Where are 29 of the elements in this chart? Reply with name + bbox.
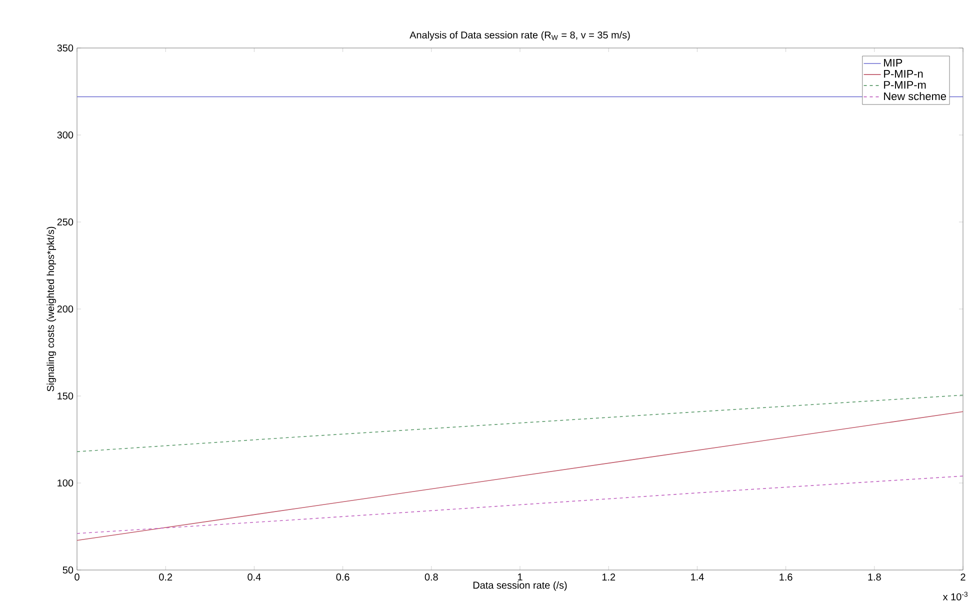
x-tick-label: 1.4 (691, 574, 704, 580)
y-tick-label: 200 (57, 305, 74, 313)
x-tick-label: 1.8 (868, 574, 881, 581)
legend-label: MIP (884, 59, 902, 67)
x-tick-label: 0.8 (424, 574, 438, 581)
x-tick-label: 1 (518, 574, 522, 580)
x-tick-label: 1.6 (780, 574, 792, 581)
text: x 10$^{-3}$ (942, 592, 968, 600)
y-axis-title: Signaling costs (weighted hops*pkt/s) (46, 226, 56, 392)
x-tick-label: 2 (960, 574, 966, 580)
y-tick-label: 150 (58, 392, 74, 400)
line-series (76, 394, 964, 452)
legend-label: P-MIP-m (884, 81, 926, 89)
line-series (76, 411, 964, 541)
line-series (76, 476, 964, 534)
legend-label: P-MIP-n (884, 70, 923, 78)
chart-title: Analysis of Data session rate (R$_{W}$ = 8, v = 35 m/s) (410, 31, 630, 40)
x-axis-title: Data session rate (/s) (473, 581, 567, 591)
x-tick-label: 1.2 (602, 574, 616, 580)
y-tick-label: 50 (62, 566, 74, 574)
x-tick-label: 0.2 (159, 574, 172, 581)
y-tick-label: 350 (57, 44, 74, 52)
y-tick-label: 300 (57, 131, 74, 139)
x-tick-label: 0.6 (336, 574, 350, 581)
y-tick-label: 100 (58, 479, 74, 487)
y-tick-label: 250 (57, 218, 74, 226)
x-tick-label: 0 (74, 574, 80, 581)
x-tick-label: 0.4 (248, 574, 261, 581)
legend-label: New scheme (884, 92, 946, 100)
